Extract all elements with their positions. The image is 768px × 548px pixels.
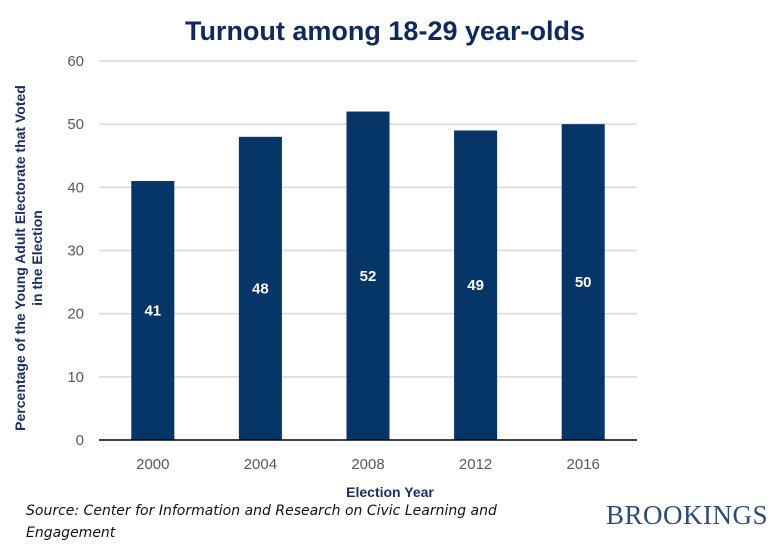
bar-data-label: 52 bbox=[360, 268, 377, 285]
bar-data-label: 50 bbox=[575, 274, 592, 291]
bar-data-label: 48 bbox=[252, 280, 269, 297]
source-note: Source: Center for Information and Resea… bbox=[26, 503, 497, 541]
x-axis-title: Election Year bbox=[346, 484, 434, 500]
bar-data-label: 49 bbox=[467, 277, 484, 294]
bars: 41 48 52 49 50 bbox=[131, 111, 605, 441]
y-tick-label: 0 bbox=[76, 432, 84, 449]
chart-title: Turnout among 18-29 year-olds bbox=[185, 16, 585, 46]
bar-2016 bbox=[561, 124, 605, 441]
bar-2004 bbox=[238, 136, 282, 441]
x-axis-ticks: 2000 2004 2008 2012 2016 bbox=[136, 456, 600, 473]
y-tick-label: 10 bbox=[67, 369, 84, 386]
brookings-logo: BROOKINGS bbox=[606, 500, 768, 530]
y-axis-ticks: 0 10 20 30 40 50 60 bbox=[67, 53, 84, 449]
y-axis-title: Percentage of the Young Adult Electorate… bbox=[12, 85, 45, 431]
bar-2008 bbox=[346, 111, 390, 441]
x-tick-label: 2000 bbox=[136, 456, 169, 473]
y-tick-label: 30 bbox=[67, 243, 84, 260]
x-tick-label: 2016 bbox=[567, 456, 600, 473]
y-tick-label: 20 bbox=[67, 306, 84, 323]
bar-data-label: 41 bbox=[144, 303, 161, 320]
x-tick-label: 2008 bbox=[351, 456, 384, 473]
y-tick-label: 50 bbox=[67, 116, 84, 133]
bar-2000 bbox=[131, 181, 175, 440]
y-tick-label: 40 bbox=[67, 179, 84, 196]
x-tick-label: 2012 bbox=[459, 456, 492, 473]
y-axis-title-line-1: Percentage of the Young Adult Electorate… bbox=[12, 85, 28, 431]
bar-2012 bbox=[454, 130, 498, 440]
x-tick-label: 2004 bbox=[244, 456, 277, 473]
y-axis-title-line-2: in the Election bbox=[29, 210, 45, 306]
y-tick-label: 60 bbox=[67, 53, 84, 70]
